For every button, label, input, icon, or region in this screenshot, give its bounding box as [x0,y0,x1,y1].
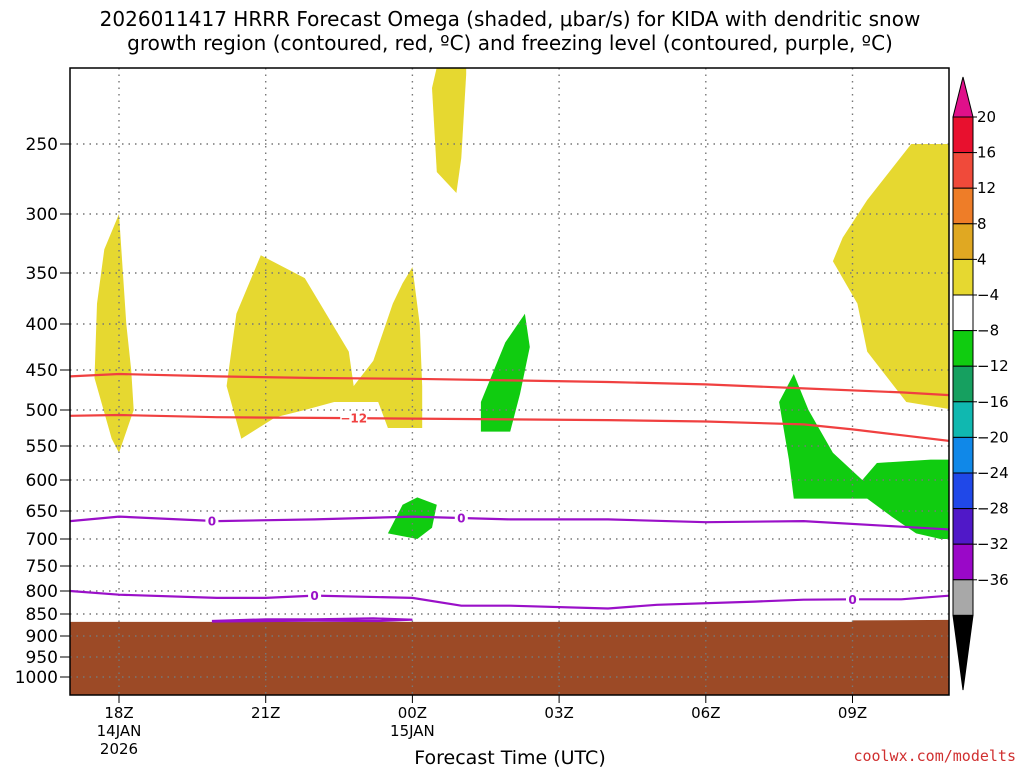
y-tick-label-300: 300 [26,205,58,225]
x-tick-label-00Z: 00Z [398,704,427,722]
chart-title-line-1: 2026011417 HRRR Forecast Omega (shaded, … [100,7,921,31]
chart-title-line-2: growth region (contoured, red, ºC) and f… [127,31,893,55]
colorbar-bottom-arrow [952,614,974,691]
plot-area [70,68,949,695]
contour-label-bg-1 [340,411,368,426]
colorbar-swatch-2 [952,152,974,189]
colorbar-swatch-3 [952,187,974,225]
colorbar-label-1: 20 [977,108,996,126]
omega-negative-region-1 [480,313,530,432]
watermark-text: coolwx.com/modelts [853,747,1016,765]
colorbar-swatch-12 [952,508,974,545]
colorbar-label-2: 16 [977,144,996,162]
y-tick-label-800: 800 [26,582,58,602]
omega-negative-region-3 [779,374,949,539]
colorbar-swatch-8 [952,365,974,403]
y-tick-label-550: 550 [26,437,58,457]
colorbar-label-12: −28 [977,500,1009,518]
colorbar-swatch-7 [952,330,974,367]
colorbar: 20 16 12 8 4 −4 −8 −12 −16 −20 −24 −28 −32 −36 [952,76,1009,691]
x-tick-label-03Z: 03Z [544,704,573,722]
contour-label-3: 0 [457,512,465,526]
contour-label-5: 0 [848,593,856,607]
colorbar-label-9: −16 [977,393,1009,411]
y-tick-label-350: 350 [26,264,58,284]
omega-positive-region-4 [832,144,949,409]
plot-frame [69,67,950,696]
contour-line-3 [70,372,949,397]
colorbar-swatch-1 [952,116,974,154]
y-tick-label-900: 900 [26,627,58,647]
colorbar-label-14: −36 [977,571,1009,589]
x-axis-label: Forecast Time (UTC) [414,747,605,768]
colorbar-swatch-4 [952,223,974,260]
omega-positive-region-2 [226,255,423,439]
colorbar-label-8: −12 [977,357,1009,375]
contour-line-5 [70,515,949,531]
x-tick-label-18Z: 18Z [104,704,133,722]
omega-positive-region-1 [94,214,134,453]
ground-below-surface [70,619,949,695]
y-tick-label-700: 700 [26,530,58,550]
y-tick-label-650: 650 [26,502,58,522]
colorbar-top-arrow [952,76,974,118]
contour-line-4 [70,413,949,442]
colorbar-label-3: 12 [977,179,996,197]
omega-negative-region-2 [387,497,437,539]
contour-label-bg-3 [454,511,468,525]
y-tick-label-1000: 1000 [15,668,58,688]
contour-label-bg-2 [205,513,219,528]
colorbar-swatch-9 [952,401,974,438]
y-tick-label-600: 600 [26,471,58,491]
colorbar-swatch-6 [952,294,974,332]
contour-lines: −12 0 0 0 0 [70,372,949,623]
colorbar-swatch-11 [952,472,974,510]
colorbar-label-5: 4 [977,250,987,268]
y-tick-label-950: 950 [26,648,58,668]
colorbar-label-4: 8 [977,215,987,233]
colorbar-label-11: −24 [977,464,1009,482]
contour-label-bg-4 [308,588,322,603]
y-tick-label-850: 850 [26,605,58,625]
colorbar-label-10: −20 [977,428,1009,446]
y-tick-label-500: 500 [26,401,58,421]
x-tick-label-09Z: 09Z [838,704,867,722]
colorbar-label-7: −8 [977,322,999,340]
y-tick-label-750: 750 [26,557,58,577]
x-tick-date-00Z: 15JAN [390,722,435,740]
colorbar-swatch-10 [952,436,974,474]
y-tick-label-250: 250 [26,135,58,155]
contour-line-6 [70,589,949,610]
contour-label-1: −12 [340,412,367,426]
colorbar-label-13: −32 [977,535,1009,553]
colorbar-swatch-13 [952,543,974,581]
x-tick-year-18Z: 2026 [100,740,138,758]
x-tick-label-21Z: 21Z [251,704,280,722]
contour-label-bg-5 [846,592,859,607]
y-tick-label-450: 450 [26,361,58,381]
colorbar-swatch-5 [952,258,974,296]
y-tick-label-400: 400 [26,315,58,335]
colorbar-label-6: −4 [977,286,999,304]
omega-positive-region-3 [432,68,467,193]
y-axis-pressure-ticks: 2503003504004505005506006507007508008509… [15,135,70,688]
x-tick-label-06Z: 06Z [691,704,720,722]
colorbar-swatch-14 [952,579,974,616]
contour-label-4: 0 [310,589,318,603]
contour-label-2: 0 [208,514,216,528]
x-tick-date-18Z: 14JAN [97,722,142,740]
contour-line-7 [211,617,413,623]
